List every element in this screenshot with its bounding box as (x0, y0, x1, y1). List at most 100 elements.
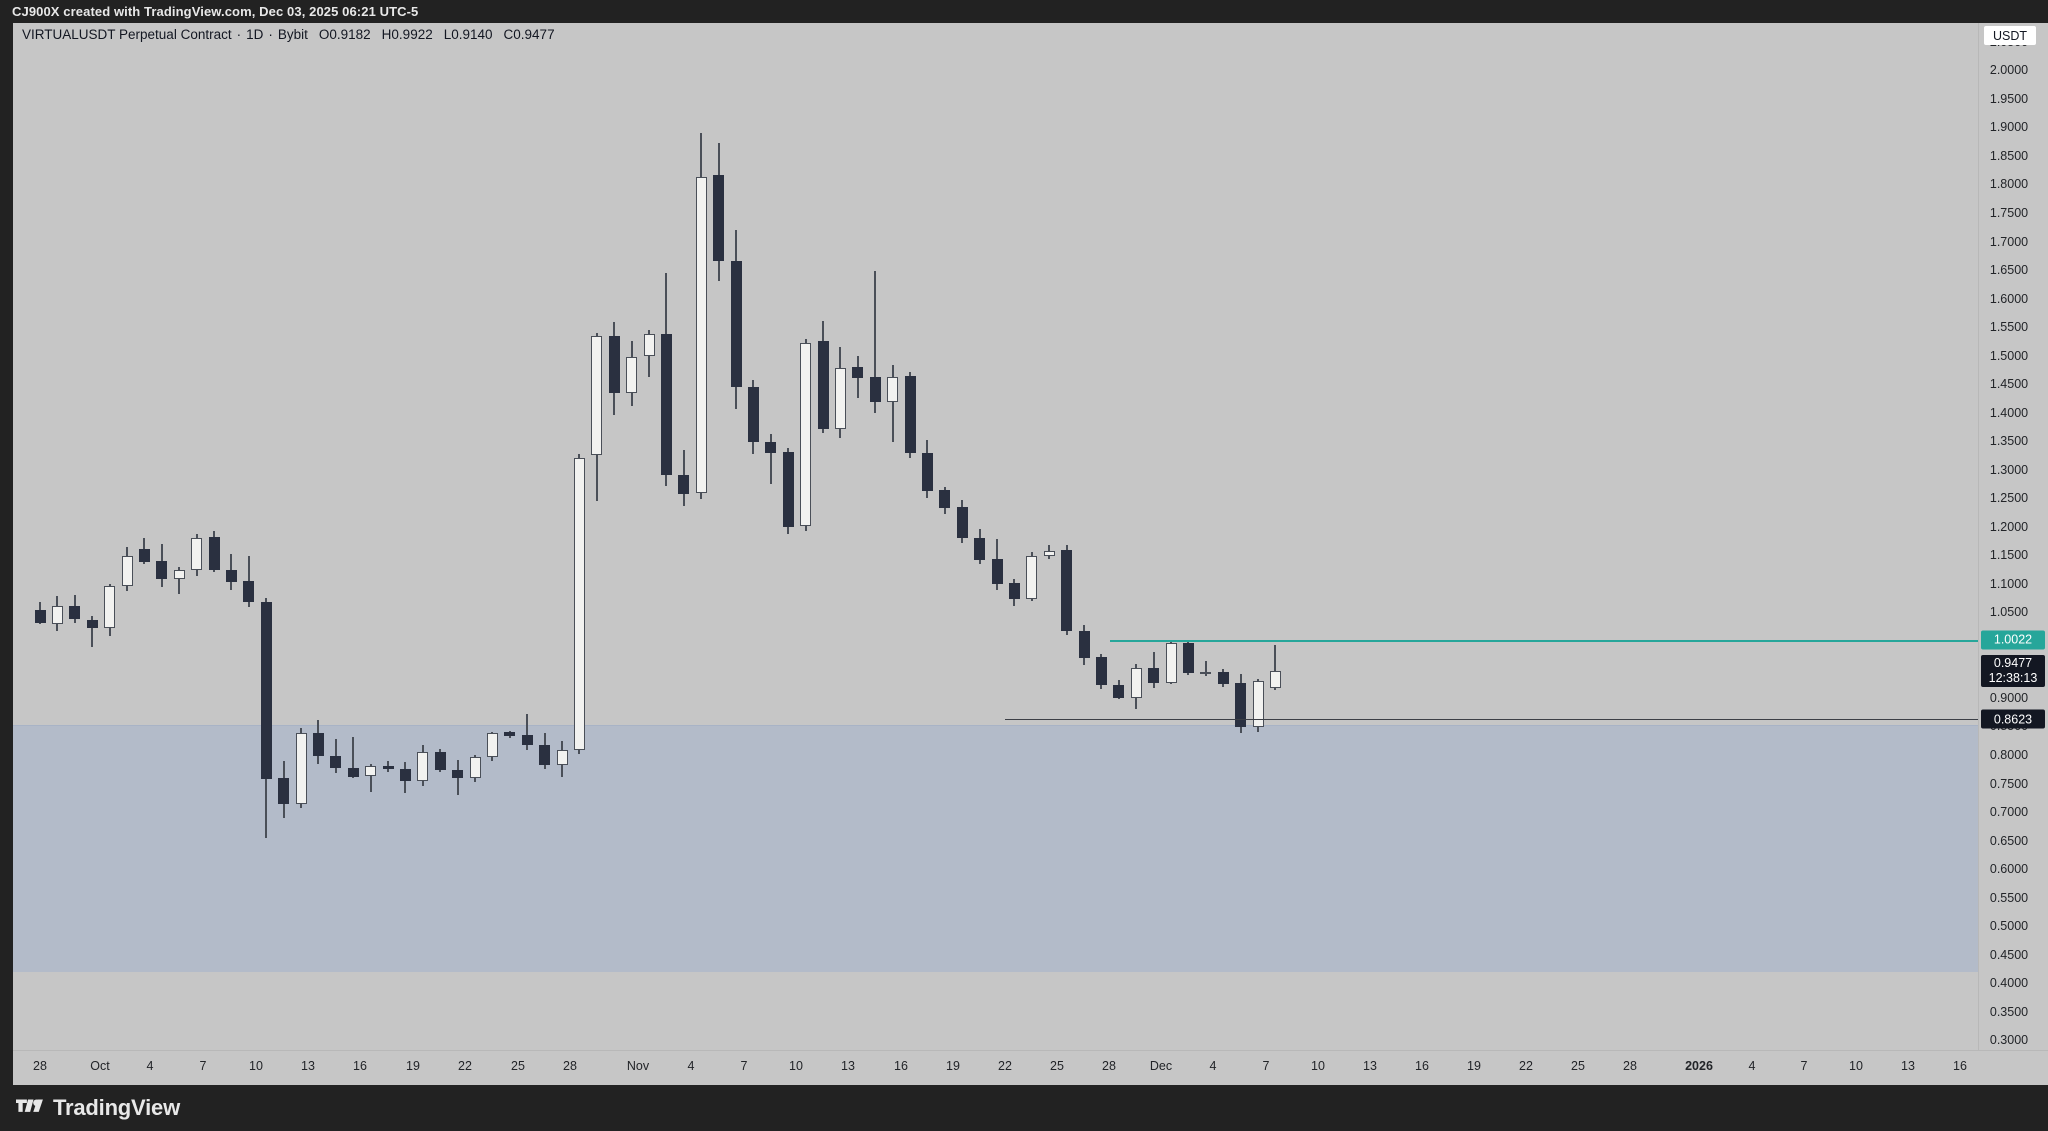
time-tick-label: 7 (199, 1059, 207, 1073)
candle-body[interactable] (730, 260, 742, 387)
price-tick-label: 1.7500 (1989, 205, 2029, 220)
candle-body[interactable] (312, 732, 324, 757)
candle-body[interactable] (1148, 667, 1160, 684)
candle-body[interactable] (747, 387, 759, 443)
time-tick-label: 28 (33, 1059, 47, 1073)
candle-body[interactable] (956, 507, 968, 539)
support-resistance-price-badge[interactable]: 0.8623 (1981, 709, 2045, 729)
attribution-text: CJ900X created with TradingView.com, Dec… (12, 4, 419, 19)
candle-body[interactable] (660, 333, 672, 476)
candle-body[interactable] (608, 336, 620, 393)
candle-wick (769, 434, 772, 484)
candle-body[interactable] (347, 767, 359, 777)
last-price-badge[interactable]: 0.9477 12:38:13 (1981, 654, 2045, 687)
candle-body[interactable] (434, 751, 446, 770)
legend-symbol[interactable]: VIRTUALUSDT Perpetual Contract (22, 26, 232, 42)
candle-body[interactable] (1182, 642, 1194, 673)
time-tick-label: 13 (301, 1059, 315, 1073)
candle-body[interactable] (382, 766, 394, 770)
candle-body[interactable] (782, 452, 794, 527)
candle-body[interactable] (486, 732, 498, 757)
candle-body[interactable] (278, 778, 290, 805)
candle-body[interactable] (539, 744, 551, 766)
legend-exchange[interactable]: Bybit (277, 26, 308, 42)
candle-body[interactable] (260, 602, 272, 779)
currency-badge[interactable]: USDT (1984, 26, 2036, 45)
candle-body[interactable] (191, 538, 203, 570)
support-resistance-line[interactable] (1005, 719, 1978, 721)
candle-body[interactable] (695, 177, 707, 494)
candle-body[interactable] (1095, 657, 1107, 686)
time-tick-label: 16 (353, 1059, 367, 1073)
chart-legend[interactable]: VIRTUALUSDT Perpetual Contract · 1D · By… (22, 23, 555, 45)
candle-body[interactable] (678, 474, 690, 494)
candle-body[interactable] (1008, 583, 1020, 600)
candle-body[interactable] (556, 750, 568, 765)
candle-body[interactable] (365, 766, 377, 777)
price-tick-label: 1.3500 (1989, 434, 2029, 449)
tradingview-logo[interactable]: TradingView (16, 1095, 180, 1121)
candle-body[interactable] (834, 368, 846, 429)
time-tick-label: 7 (740, 1059, 748, 1073)
candle-body[interactable] (991, 559, 1003, 584)
candle-body[interactable] (138, 549, 150, 562)
candle-body[interactable] (34, 610, 46, 624)
price-scale[interactable]: USDT 2.05002.00001.95001.90001.85001.800… (1978, 23, 2048, 1050)
candle-body[interactable] (1130, 668, 1142, 698)
candle-body[interactable] (104, 586, 116, 628)
candle-body[interactable] (243, 581, 255, 603)
candle-body[interactable] (121, 556, 133, 586)
candle-body[interactable] (1217, 671, 1229, 684)
candle-body[interactable] (1026, 556, 1038, 599)
candle-body[interactable] (399, 768, 411, 782)
candle-body[interactable] (330, 755, 342, 768)
time-tick-label: 25 (511, 1059, 525, 1073)
candle-body[interactable] (86, 619, 98, 629)
candle-body[interactable] (852, 367, 864, 379)
time-tick-label: 10 (789, 1059, 803, 1073)
candle-body[interactable] (51, 606, 63, 625)
time-scale[interactable]: 28 Oct 4 7 10 13 16 19 22 25 28 Nov 4 7 10 13 16 19 22 25 28… (13, 1050, 2048, 1085)
candle-body[interactable] (208, 537, 220, 570)
candle-body[interactable] (1061, 550, 1073, 631)
candle-body[interactable] (904, 376, 916, 454)
candle-body[interactable] (1043, 550, 1055, 557)
chart-plot-area[interactable] (13, 23, 1978, 1050)
price-tick-label: 1.1000 (1989, 576, 2029, 591)
candle-body[interactable] (1113, 684, 1125, 698)
candle-body[interactable] (800, 343, 812, 527)
candle-body[interactable] (225, 570, 237, 582)
take-profit-price-badge[interactable]: 1.0022 (1981, 630, 2045, 650)
candle-body[interactable] (69, 605, 81, 620)
candle-body[interactable] (626, 356, 638, 393)
candle-body[interactable] (643, 333, 655, 356)
candle-body[interactable] (521, 735, 533, 745)
candle-body[interactable] (452, 769, 464, 778)
candle-body[interactable] (887, 376, 899, 402)
candle-body[interactable] (1269, 670, 1281, 688)
chart-frame[interactable]: VIRTUALUSDT Perpetual Contract · 1D · By… (13, 23, 2048, 1085)
candle-body[interactable] (295, 733, 307, 804)
candle-body[interactable] (974, 537, 986, 560)
candle-body[interactable] (417, 751, 429, 781)
candle-body[interactable] (817, 341, 829, 430)
candle-body[interactable] (1078, 630, 1090, 659)
take-profit-line[interactable] (1110, 639, 1978, 642)
candle-body[interactable] (156, 561, 168, 580)
candle-body[interactable] (921, 452, 933, 491)
attribution-bar: CJ900X created with TradingView.com, Dec… (0, 0, 2048, 23)
candle-body[interactable] (869, 377, 881, 403)
candle-body[interactable] (504, 732, 516, 736)
candle-body[interactable] (173, 570, 185, 580)
candle-body[interactable] (1252, 681, 1264, 728)
candle-body[interactable] (939, 490, 951, 508)
legend-interval[interactable]: 1D (246, 26, 264, 42)
candle-body[interactable] (573, 458, 585, 750)
candle-body[interactable] (765, 442, 777, 453)
candle-body[interactable] (469, 757, 481, 778)
candle-body[interactable] (1235, 683, 1247, 728)
candle-body[interactable] (713, 175, 725, 261)
candle-body[interactable] (1165, 643, 1177, 683)
candle-body[interactable] (591, 336, 603, 456)
candle-body[interactable] (1200, 671, 1212, 674)
